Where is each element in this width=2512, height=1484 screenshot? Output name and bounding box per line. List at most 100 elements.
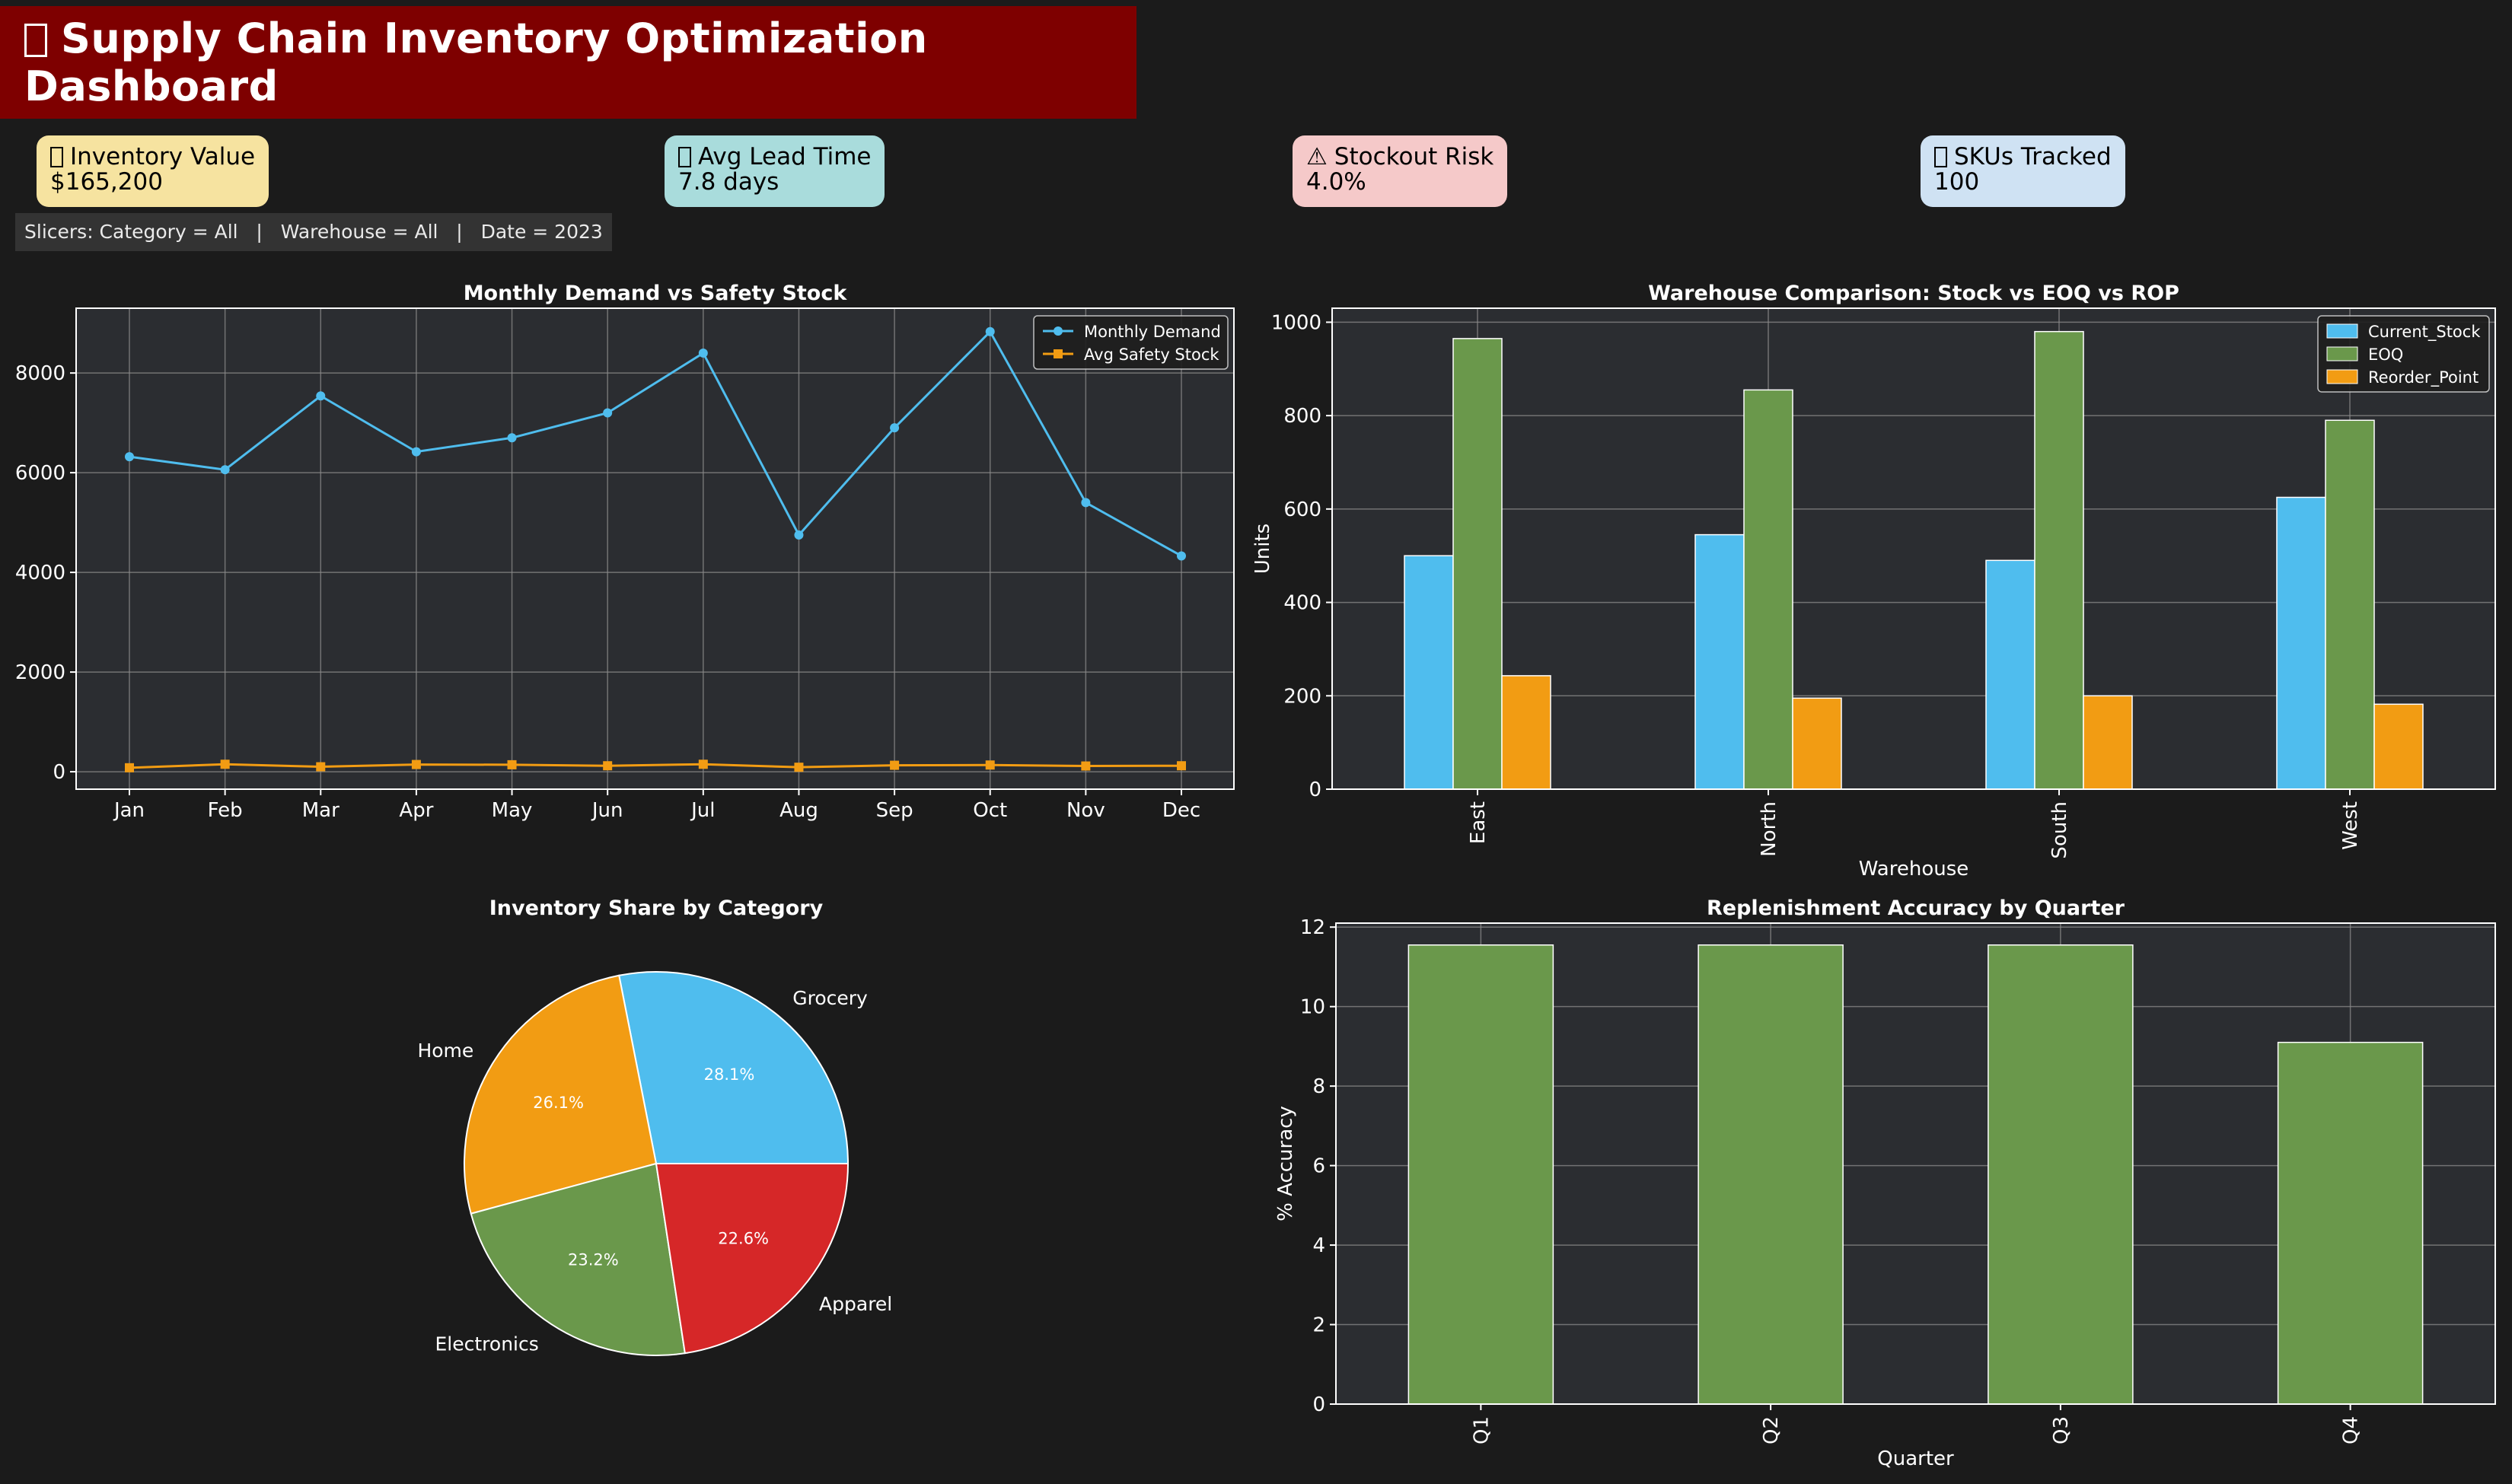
x-axis-label: Warehouse (1859, 858, 1969, 881)
y-tick-label: 0 (1309, 779, 1321, 801)
x-tick-label: South (2048, 801, 2071, 859)
bar (1404, 555, 1454, 790)
x-axis-label: Quarter (1877, 1447, 1954, 1470)
bar (2373, 703, 2424, 790)
legend-swatch (2326, 369, 2358, 384)
y-tick-label: 600 (1283, 498, 1321, 521)
kpi-card-inventory-value: Inventory Value $165,200 (37, 135, 269, 207)
legend-swatch (2326, 346, 2358, 361)
kpi-value: $165,200 (50, 168, 163, 196)
page-title-text: Supply Chain Inventory Optimization Dash… (24, 14, 928, 110)
x-tick-label: West (2339, 801, 2362, 850)
line-chart-plot-border (75, 307, 1235, 790)
legend-marker (1054, 326, 1063, 336)
bar (1698, 944, 1844, 1405)
chart-title: Monthly Demand vs Safety Stock (464, 282, 848, 305)
data-point (603, 408, 613, 418)
kpi-value: 100 (1934, 168, 1980, 196)
y-tick-label: 8000 (15, 362, 65, 385)
bar (1985, 559, 2035, 790)
x-tick-label: Feb (208, 799, 243, 822)
y-tick-label: 2 (1312, 1314, 1325, 1337)
pie-category-label: Grocery (792, 987, 868, 1009)
pie-pct-label: 26.1% (533, 1094, 584, 1112)
pie-category-label: Apparel (819, 1293, 892, 1315)
y-tick-label: 0 (53, 761, 65, 784)
x-tick-label: Aug (779, 799, 818, 822)
x-tick-label: Jan (113, 799, 145, 822)
data-point (125, 763, 134, 772)
warning-icon: ⚠ (1306, 143, 1328, 170)
pie-category-label: Electronics (435, 1333, 539, 1355)
pie-category-label: Home (417, 1040, 473, 1062)
data-point (220, 760, 230, 769)
data-point (1081, 498, 1091, 508)
kpi-value: 4.0% (1306, 168, 1366, 196)
y-tick-label: 6 (1312, 1155, 1325, 1178)
kpi-label: Inventory Value (70, 143, 256, 170)
data-point (507, 433, 517, 443)
y-tick-label: 800 (1283, 405, 1321, 428)
y-tick-label: 0 (1312, 1393, 1325, 1416)
data-point (220, 465, 230, 475)
data-point (1081, 761, 1091, 771)
kpi-label: Avg Lead Time (698, 143, 872, 170)
pie-slice (618, 971, 850, 1164)
data-point (890, 760, 900, 770)
x-tick-label: Q2 (1760, 1416, 1783, 1444)
y-tick-label: 4 (1312, 1234, 1325, 1257)
pie-slice (464, 974, 658, 1215)
y-tick-label: 10 (1300, 996, 1325, 1019)
slicer-bar[interactable]: Slicers: Category = All | Warehouse = Al… (15, 213, 612, 251)
legend-label: Monthly Demand (1084, 323, 1221, 341)
chart-title: Inventory Share by Category (489, 896, 824, 920)
kpi-label: SKUs Tracked (1954, 143, 2112, 170)
bar (1988, 944, 2134, 1405)
x-tick-label: Dec (1162, 799, 1200, 822)
bar (1452, 338, 1503, 790)
x-tick-label: Jun (591, 799, 623, 822)
y-tick-label: 4000 (15, 562, 65, 584)
pie-slice (470, 1162, 686, 1356)
kpi-label: Stockout Risk (1334, 143, 1494, 170)
y-tick-label: 12 (1300, 916, 1325, 939)
data-point (1177, 551, 1186, 561)
legend-box (1033, 315, 1229, 370)
chart-title: Replenishment Accuracy by Quarter (1707, 896, 2125, 920)
legend-label: Avg Safety Stock (1084, 346, 1219, 364)
legend-marker (1054, 349, 1063, 358)
line-chart-plot-area (76, 308, 1234, 789)
bar (1501, 675, 1551, 790)
kpi-value: 7.8 days (678, 168, 779, 196)
y-tick-label: 1000 (1271, 311, 1321, 334)
x-tick-label: East (1467, 801, 1490, 844)
x-tick-label: Jul (690, 799, 715, 822)
bar (2083, 695, 2133, 790)
y-tick-label: 6000 (15, 462, 65, 485)
kpi-card-avg-lead-time: Avg Lead Time 7.8 days (665, 135, 885, 207)
bar (1407, 944, 1554, 1405)
x-tick-label: Nov (1066, 799, 1105, 822)
kpi-card-stockout-risk: ⚠ Stockout Risk 4.0% (1293, 135, 1508, 207)
data-point (411, 447, 421, 457)
data-point (794, 530, 804, 540)
bar (1743, 389, 1793, 790)
data-point (698, 348, 708, 358)
legend-label: Reorder_Point (2368, 368, 2479, 387)
accuracy-chart-plot-border (1335, 922, 2496, 1405)
x-tick-label: Apr (399, 799, 433, 822)
y-axis-label: Units (1251, 524, 1274, 574)
dashboard-header: Supply Chain Inventory Optimization Dash… (0, 6, 1136, 119)
x-tick-label: Sep (876, 799, 913, 822)
page-title: Supply Chain Inventory Optimization Dash… (24, 14, 1136, 110)
data-point (985, 326, 995, 336)
data-point (698, 760, 708, 769)
y-axis-label: % Accuracy (1274, 1106, 1297, 1221)
kpi-card-skus-tracked: SKUs Tracked 100 (1921, 135, 2125, 207)
x-tick-label: North (1758, 801, 1780, 857)
x-tick-label: Mar (302, 799, 340, 822)
data-point (985, 760, 995, 770)
pie-pct-label: 23.2% (568, 1251, 619, 1269)
data-point (603, 761, 613, 771)
legend-swatch (2326, 323, 2358, 339)
